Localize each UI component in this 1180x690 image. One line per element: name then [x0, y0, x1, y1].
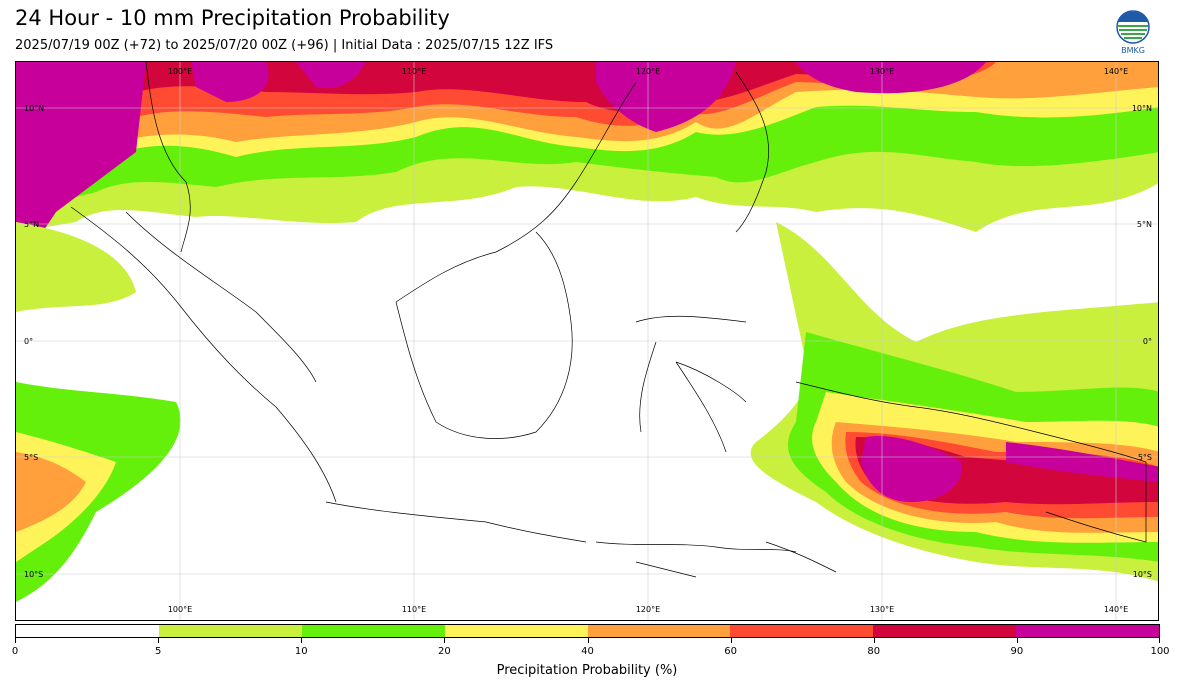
lon-label: 140°E	[1104, 67, 1128, 76]
precip-field-north	[16, 62, 1158, 272]
sulawesi-coast	[635, 315, 747, 453]
lon-label: 110°E	[402, 605, 426, 614]
colorbar-tick	[158, 638, 160, 643]
lon-label: 120°E	[636, 67, 660, 76]
colorbar-tick-label: 100	[1150, 646, 1170, 657]
borneo-south-coast	[395, 231, 573, 439]
lat-label: 5°S	[24, 453, 38, 462]
colorbar-tick	[301, 638, 303, 643]
lon-label: 140°E	[1104, 605, 1128, 614]
colorbar-tick	[15, 638, 16, 643]
colorbar-tick-label: 5	[154, 646, 162, 657]
colorbar-segment	[730, 625, 874, 637]
colorbar-tick	[873, 638, 875, 643]
lon-label: 100°E	[168, 605, 192, 614]
colorbar-segment	[444, 625, 588, 637]
colorbar-segment	[873, 625, 1017, 637]
lon-label: 100°E	[168, 67, 192, 76]
lat-label: 10°N	[1132, 104, 1152, 113]
lat-label: 0°	[24, 337, 33, 346]
colorbar-tick-label: 20	[438, 646, 451, 657]
lon-label: 130°E	[870, 605, 894, 614]
precip-field-west	[16, 222, 181, 602]
new-guinea-coast	[795, 381, 1147, 543]
colorbar-segment	[301, 625, 445, 637]
precip-field-east	[750, 222, 1158, 582]
lesser-sunda-coast	[595, 541, 797, 553]
lat-label: 10°N	[24, 104, 44, 113]
chart-title: 24 Hour - 10 mm Precipitation Probabilit…	[15, 6, 450, 30]
lat-label: 5°N	[1137, 220, 1152, 229]
precipitation-map: 100°E 110°E 120°E 130°E 140°E 100°E 110°…	[15, 61, 1159, 621]
bmkg-logo-text: BMKG	[1121, 46, 1145, 55]
lat-label: 10°S	[24, 570, 43, 579]
timor-coast	[635, 541, 837, 578]
colorbar-tick-label: 80	[867, 646, 881, 657]
lon-label: 110°E	[402, 67, 426, 76]
colorbar-segment	[158, 625, 302, 637]
lat-label: 10°S	[1133, 570, 1152, 579]
colorbar-tick	[444, 638, 446, 643]
philippines-coast	[735, 71, 770, 233]
map-canvas: 100°E 110°E 120°E 130°E 140°E 100°E 110°…	[16, 62, 1158, 620]
sumatra-coast-east	[125, 211, 317, 383]
graticule	[16, 62, 1158, 620]
malay-peninsula	[145, 62, 191, 253]
colorbar-segment	[16, 625, 159, 637]
bmkg-logo: BMKG	[1113, 10, 1153, 56]
colorbar-tick-label: 0	[11, 646, 19, 657]
colorbar-tick-label: 40	[581, 646, 594, 657]
colorbar-tick	[1159, 638, 1160, 643]
colorbar-tick	[730, 638, 732, 643]
colorbar-tick-label: 10	[294, 646, 308, 657]
colorbar-tick	[1016, 638, 1018, 643]
coastlines	[70, 62, 1147, 578]
lat-label: 5°S	[1138, 453, 1152, 462]
sumatra-coast-west	[70, 206, 337, 503]
colorbar-tick-label: 90	[1010, 646, 1024, 657]
colorbar-tick-label: 60	[724, 646, 737, 657]
colorbar-segment	[1016, 625, 1159, 637]
lat-label: 5°N	[24, 220, 39, 229]
colorbar-tick	[587, 638, 589, 643]
lon-label: 130°E	[870, 67, 894, 76]
java-coast	[325, 501, 587, 543]
colorbar-title: Precipitation Probability (%)	[496, 663, 678, 678]
chart-subtitle: 2025/07/19 00Z (+72) to 2025/07/20 00Z (…	[15, 38, 554, 53]
colorbar-segment	[587, 625, 731, 637]
colorbar	[15, 624, 1160, 638]
lat-label: 0°	[1143, 337, 1152, 346]
lon-label: 120°E	[636, 605, 660, 614]
borneo-north-coast	[395, 81, 637, 303]
